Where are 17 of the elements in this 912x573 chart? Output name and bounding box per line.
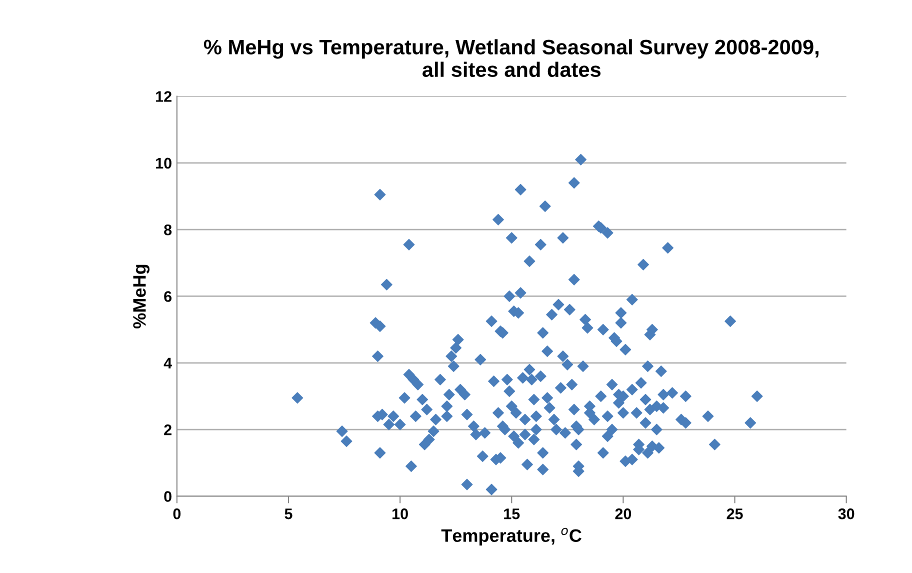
y-tick-label: 8 [164, 224, 172, 236]
x-tick-label: 15 [504, 508, 520, 520]
y-axis-title: %MeHg [133, 264, 150, 328]
x-axis-title: Temperature, $^{o}$C [441, 528, 582, 546]
y-tick-label: 12 [156, 91, 172, 102]
y-tick-label: 10 [156, 158, 172, 169]
x-tick-label: 20 [615, 508, 632, 520]
x-tick-label: 5 [284, 508, 292, 520]
y-tick-label: 0 [164, 491, 172, 502]
x-tick-label: 0 [173, 508, 181, 520]
chart-title: % MeHg vs Temperature, Wetland Seasonal Survey 2008-2009, all sites and dates [204, 39, 818, 78]
y-tick-label: 4 [164, 358, 172, 368]
x-tick-label: 25 [726, 508, 743, 520]
y-tick-label: 2 [164, 424, 172, 436]
x-tick-label: 30 [838, 508, 854, 520]
y-tick-label: 6 [164, 291, 172, 302]
x-tick-label: 10 [392, 508, 408, 520]
